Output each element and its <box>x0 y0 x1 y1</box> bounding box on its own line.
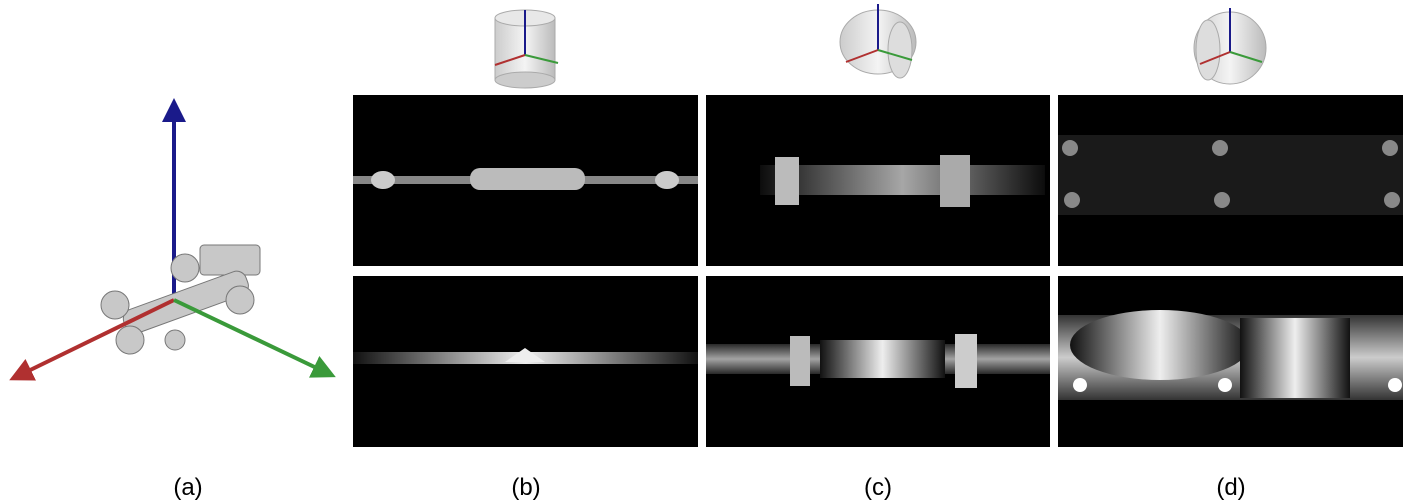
car-axes-view <box>20 110 325 375</box>
projection-d-top <box>1058 95 1403 266</box>
page: (a) (b) (c) (d) (() => { const data = JS… <box>0 0 1411 504</box>
panel-label: (a) <box>173 474 202 501</box>
cylinder-icon-d <box>1194 8 1266 84</box>
figure: (a) (b) (c) (d) <box>0 0 1411 504</box>
projection-b-top <box>353 95 698 266</box>
cylinder-icon-b <box>495 10 558 88</box>
projection-d-bottom <box>1058 276 1403 447</box>
panel-label: (b) <box>511 474 540 501</box>
panel-label: (d) <box>1216 474 1245 501</box>
projection-c-bottom <box>706 276 1050 447</box>
cylinder-icon-c <box>840 4 916 78</box>
projection-b-bottom <box>353 276 698 447</box>
panel-label: (c) <box>864 474 892 501</box>
projection-c-top <box>706 95 1050 266</box>
